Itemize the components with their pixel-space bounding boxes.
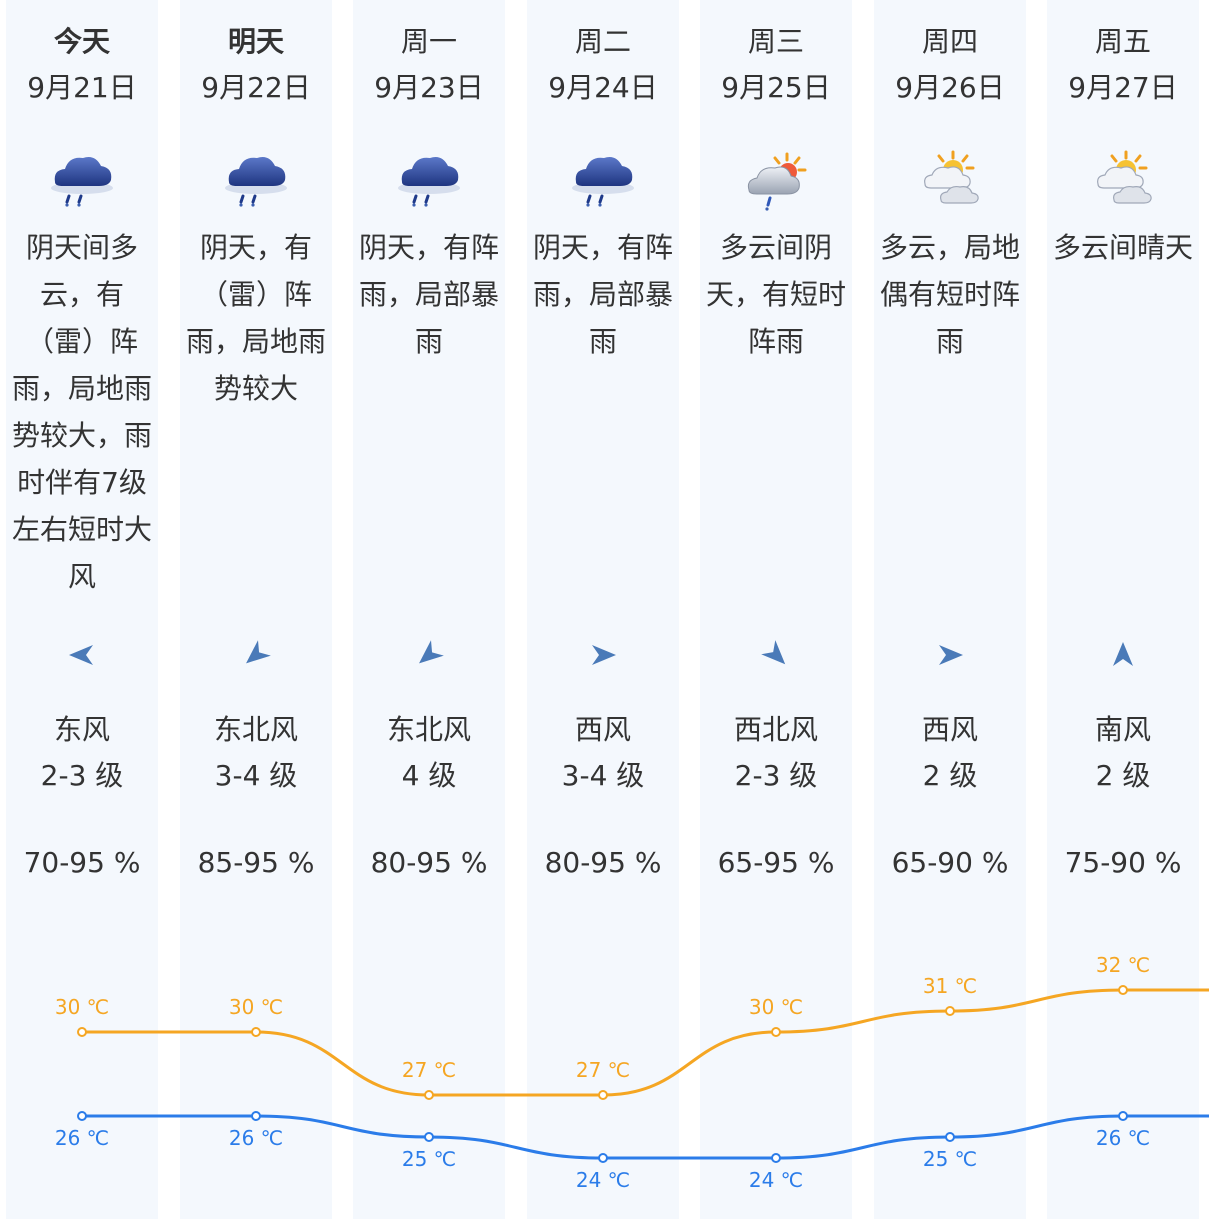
forecast-day-column: 周二 9月24日阴天，有阵雨，局部暴雨西风 3-4 级 80-95 % xyxy=(527,0,679,1219)
wind-level: 3-4 级 xyxy=(561,759,645,792)
forecast-day-column: 明天 9月22日阴天，有（雷）阵雨，局地雨势较大东北风 3-4 级 85-95 % xyxy=(180,0,332,1219)
forecast-day-column: 今天 9月21日阴天间多云，有（雷）阵雨，局地雨势较大，雨时伴有7级左右短时大风东… xyxy=(6,0,158,1219)
wind-arrow-east-icon xyxy=(935,640,965,670)
humidity: 75-90 % xyxy=(1064,846,1182,879)
wind-direction: 西北风 xyxy=(733,713,818,746)
date-label: 9月26日 xyxy=(895,71,1005,104)
wind-direction: 西风 xyxy=(921,713,978,746)
thunder-rain-cloud-icon xyxy=(221,148,291,214)
wind-level: 2-3 级 xyxy=(40,759,124,792)
wind-level: 2 级 xyxy=(922,759,978,792)
day-label: 周二 xyxy=(574,25,631,58)
date-label: 9月27日 xyxy=(1068,71,1178,104)
weather-description: 阴天，有阵雨，局部暴雨 xyxy=(532,231,673,358)
date-label: 9月23日 xyxy=(374,71,484,104)
sun-cloud-shower-icon xyxy=(741,148,811,214)
humidity: 85-95 % xyxy=(197,846,315,879)
wind-arrow-north-icon xyxy=(1108,640,1138,670)
humidity: 70-95 % xyxy=(23,846,141,879)
date-label: 9月22日 xyxy=(201,71,311,104)
day-label: 周三 xyxy=(747,25,804,58)
weather-description: 阴天，有（雷）阵雨，局地雨势较大 xyxy=(185,231,326,405)
wind-level: 4 级 xyxy=(401,759,457,792)
day-label: 周四 xyxy=(921,25,978,58)
weather-description: 多云间晴天 xyxy=(1052,231,1193,264)
weather-description: 阴天间多云，有（雷）阵雨，局地雨势较大，雨时伴有7级左右短时大风 xyxy=(11,231,152,593)
thunder-rain-cloud-icon xyxy=(47,148,117,214)
wind-direction: 西风 xyxy=(574,713,631,746)
weather-description: 阴天，有阵雨，局部暴雨 xyxy=(358,231,499,358)
day-label: 明天 xyxy=(227,25,284,58)
humidity: 80-95 % xyxy=(370,846,488,879)
wind-level: 3-4 级 xyxy=(214,759,298,792)
weather-description: 多云，局地偶有短时阵雨 xyxy=(879,231,1020,358)
humidity: 65-95 % xyxy=(717,846,835,879)
day-label: 周五 xyxy=(1094,25,1151,58)
date-label: 9月25日 xyxy=(721,71,831,104)
wind-arrow-east-icon xyxy=(588,640,618,670)
humidity: 80-95 % xyxy=(544,846,662,879)
wind-arrow-southwest-icon xyxy=(414,640,444,670)
wind-level: 2-3 级 xyxy=(734,759,818,792)
wind-arrow-southeast-icon xyxy=(761,640,791,670)
wind-direction: 南风 xyxy=(1094,713,1151,746)
thunder-rain-cloud-icon xyxy=(568,148,638,214)
wind-direction: 东风 xyxy=(53,713,110,746)
thunder-rain-cloud-icon xyxy=(394,148,464,214)
date-label: 9月21日 xyxy=(27,71,137,104)
forecast-day-column: 周四 9月26日多云，局地偶有短时阵雨西风 2 级 65-90 % xyxy=(874,0,1026,1219)
weather-description: 多云间阴天，有短时阵雨 xyxy=(705,231,846,358)
wind-level: 2 级 xyxy=(1095,759,1151,792)
partly-cloudy-icon xyxy=(1088,148,1158,214)
wind-direction: 东北风 xyxy=(213,713,298,746)
forecast-day-column: 周一 9月23日阴天，有阵雨，局部暴雨东北风 4 级 80-95 % xyxy=(353,0,505,1219)
partly-cloudy-icon xyxy=(915,148,985,214)
forecast-day-column: 周三 9月25日多云间阴天，有短时阵雨西北风 2-3 级 65-95 % xyxy=(700,0,852,1219)
day-label: 周一 xyxy=(400,25,457,58)
day-label: 今天 xyxy=(53,25,110,58)
wind-arrow-west-icon xyxy=(67,640,97,670)
wind-arrow-southwest-icon xyxy=(241,640,271,670)
forecast-day-column: 周五 9月27日多云间晴天南风 2 级 75-90 % xyxy=(1047,0,1199,1219)
humidity: 65-90 % xyxy=(891,846,1009,879)
date-label: 9月24日 xyxy=(548,71,658,104)
wind-direction: 东北风 xyxy=(386,713,471,746)
